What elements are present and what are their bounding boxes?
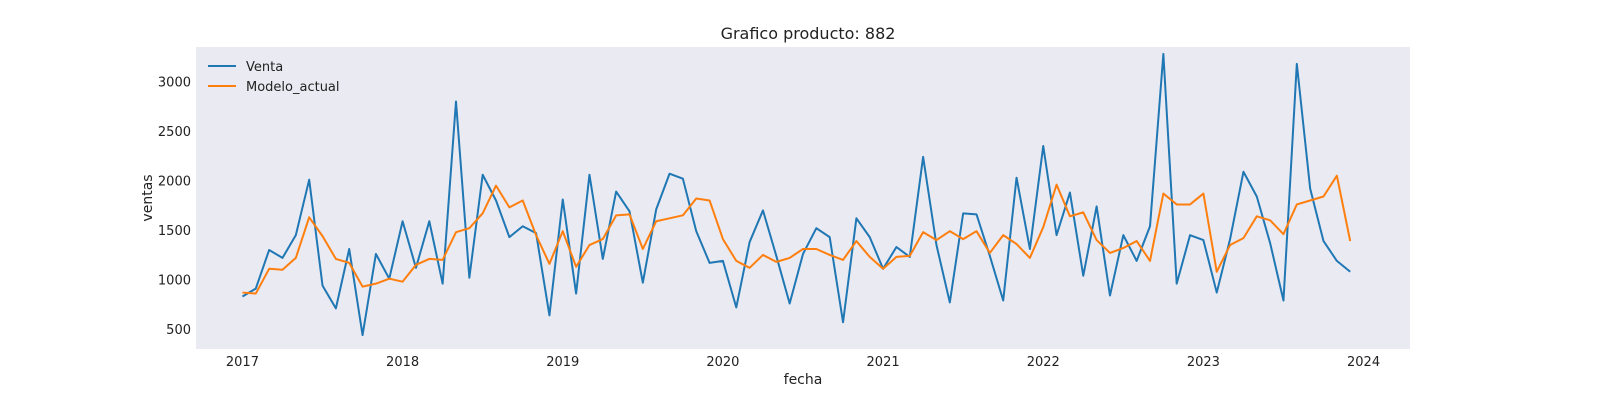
x-axis-ticks: 2017 2018 2019 2020 2021 2022 2023 2024	[226, 355, 1380, 370]
y-tick-label: 2000	[158, 175, 191, 190]
legend-label: Venta	[246, 60, 283, 75]
y-tick-label: 500	[166, 323, 191, 338]
x-tick-label: 2020	[706, 355, 739, 370]
plot-area	[196, 47, 1410, 349]
y-axis-label: ventas	[140, 174, 156, 221]
x-tick-label: 2017	[226, 355, 259, 370]
x-tick-label: 2023	[1187, 355, 1220, 370]
series-line-2	[242, 174, 1352, 295]
x-tick-label: 2019	[546, 355, 579, 370]
legend-label: Modelo_actual	[246, 80, 340, 95]
x-tick-label: 2024	[1347, 355, 1380, 370]
x-tick-label: 2021	[867, 355, 900, 370]
chart-title: Grafico producto: 882	[721, 24, 896, 43]
x-axis-label: fecha	[784, 372, 823, 388]
y-tick-label: 1000	[158, 274, 191, 289]
y-tick-label: 2500	[158, 125, 191, 140]
y-axis-ticks: 500 1000 1500 2000 2500 3000	[158, 76, 191, 339]
series-line-1	[241, 52, 1351, 337]
series-layer	[241, 52, 1352, 337]
y-tick-label: 3000	[158, 76, 191, 91]
x-tick-label: 2018	[386, 355, 419, 370]
x-tick-label: 2022	[1027, 355, 1060, 370]
legend: Venta Modelo_actual	[208, 60, 340, 95]
y-tick-label: 1500	[158, 224, 191, 239]
